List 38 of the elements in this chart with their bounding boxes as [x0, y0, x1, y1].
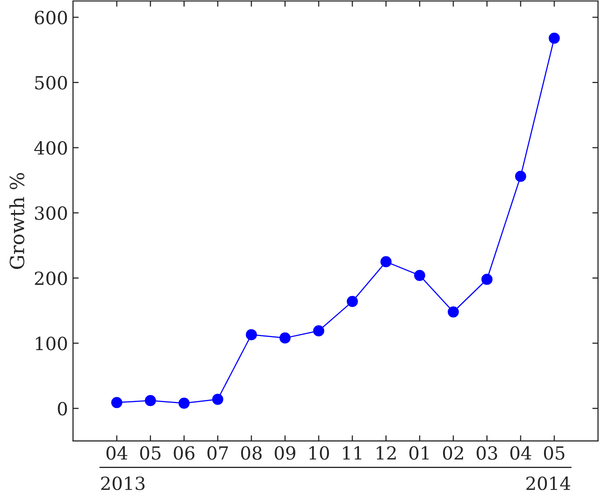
x-tick-label: 11 — [343, 446, 362, 460]
y-axis-title: Growth % — [9, 172, 24, 269]
x-tick-label: 06 — [174, 446, 194, 460]
text: 2014 — [526, 476, 570, 490]
point — [212, 394, 224, 405]
point — [346, 296, 358, 308]
y-tick-label: 200 — [34, 271, 67, 286]
point — [448, 306, 459, 318]
point — [246, 329, 257, 340]
point — [548, 32, 560, 44]
point — [313, 325, 324, 336]
x-tick-label: 01 — [409, 446, 429, 460]
point — [279, 332, 291, 344]
point — [380, 256, 392, 268]
y-tick-label: 600 — [34, 10, 67, 24]
y-tick-label: 300 — [35, 206, 67, 220]
x-tick-label: 10 — [309, 446, 329, 460]
point — [481, 274, 493, 285]
point — [414, 270, 426, 281]
point — [515, 170, 526, 182]
point — [144, 395, 156, 406]
x-tick-label: 09 — [274, 446, 296, 460]
x-tick-label: 03 — [476, 446, 498, 460]
y-tick-label: 500 — [35, 76, 67, 90]
x-tick-label: 05 — [544, 446, 564, 460]
point — [178, 398, 190, 409]
x-tick-label: 12 — [376, 446, 396, 460]
point — [111, 396, 122, 408]
x-tick-label: 05 — [140, 446, 161, 460]
y-tick-label: 0 — [58, 402, 67, 416]
x-tick-label: 04 — [106, 446, 128, 460]
text: 2013 — [101, 476, 145, 490]
x-tick-label: 04 — [510, 446, 532, 460]
x-tick-label: 02 — [443, 446, 464, 460]
x-tick-label: 07 — [207, 446, 228, 460]
y-tick-label: 100 — [36, 336, 67, 350]
y-tick-label: 400 — [34, 141, 67, 155]
x-tick-label: 08 — [241, 446, 262, 460]
